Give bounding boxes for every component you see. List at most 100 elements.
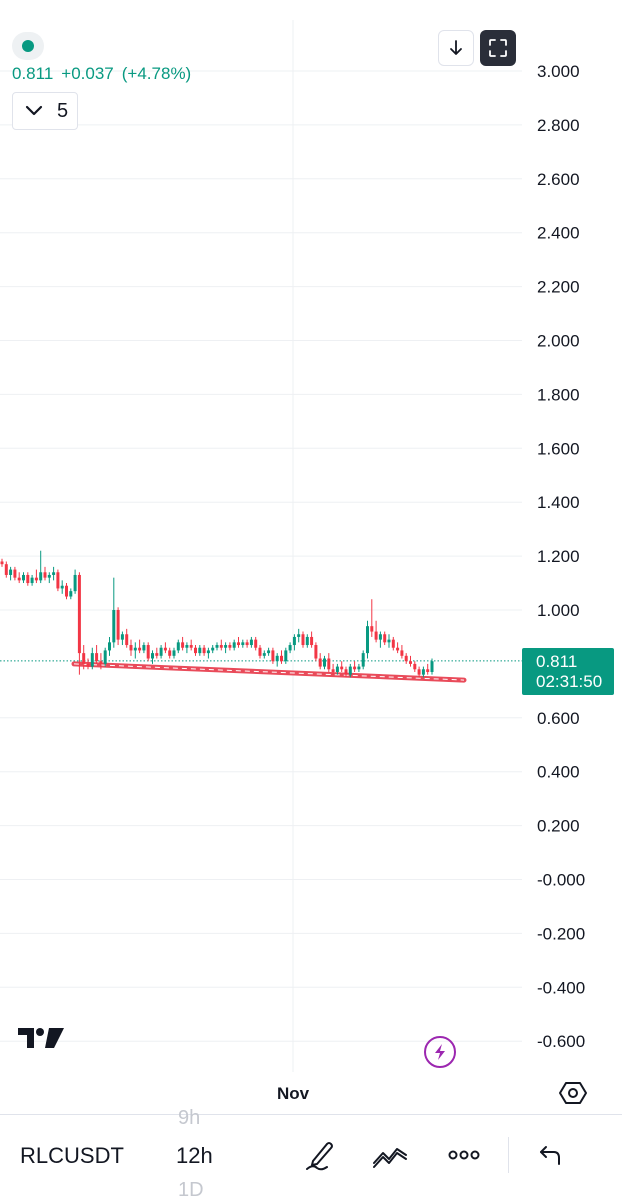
y-tick-label: 1.200 [537,547,580,566]
y-tick-label: 2.600 [537,170,580,189]
candle-body [112,610,116,643]
candle-body [297,634,301,637]
symbol-selector[interactable]: RLCUSDT [20,1143,124,1168]
candle-body [86,663,90,667]
candle-body [237,642,240,646]
timeframe-option-next[interactable]: 1D [178,1179,204,1200]
timeframe-option-prev[interactable]: 9h [178,1107,201,1129]
y-tick-label: 0.200 [537,817,580,836]
change-value: +0.037 [61,64,114,83]
candle-body [73,574,77,592]
toolbar-divider [508,1137,509,1173]
candle-body [224,645,228,648]
candle-body [0,561,4,565]
tradingview-logo[interactable] [16,1024,66,1052]
candle-body [417,669,421,675]
candle-body [421,669,425,675]
candle-body [348,666,352,675]
candle-body [120,634,124,640]
y-tick-label: -0.000 [537,871,585,890]
candle-body [172,650,176,656]
candle-body [361,653,365,667]
candle-body [409,661,412,664]
candle-body [314,645,318,659]
candle-body [370,626,374,632]
bar-countdown: 02:31:50 [536,672,603,691]
indicators-collapse-button[interactable]: 5 [12,92,78,130]
candle-body [396,647,400,651]
candle-body [26,574,30,584]
pencil-icon [306,1142,333,1171]
candle-body [163,647,167,651]
scroll-to-latest-button[interactable] [438,30,474,66]
candle-body [280,655,283,662]
settings-hexagon-icon[interactable] [558,1078,588,1108]
support-trendline[interactable] [71,661,467,683]
chevron-down-icon [25,105,43,116]
more-icon [448,1150,480,1160]
candle-body [151,653,154,659]
support-line-dash [73,663,465,681]
candle-body [138,647,142,651]
candle-body [34,577,38,581]
status-dot-icon [22,40,34,52]
candle-body [262,653,266,656]
candle-body [353,666,357,670]
candle-body [323,658,326,667]
candle-body [206,650,210,654]
indicator-count: 5 [57,99,69,122]
candle-body [176,642,180,651]
candle-body [146,645,150,659]
y-tick-label: 1.800 [537,385,580,404]
candle-body [215,645,219,648]
candle-body [267,650,271,654]
candle-body [95,653,99,662]
candle-body [90,653,94,667]
candle-body [374,631,378,640]
current-price-label: 0.811 02:31:50 [522,648,614,695]
undo-button[interactable] [530,1135,570,1175]
candle-body [30,577,34,584]
more-button[interactable] [444,1135,484,1175]
candle-body [387,639,391,643]
candle-body [52,572,56,575]
candle-body [288,645,292,651]
y-tick-label: 1.600 [537,439,580,458]
candle-body [275,655,279,662]
x-axis-label-nov: Nov [277,1084,310,1103]
drawing-tools-button[interactable] [300,1135,340,1175]
candle-body [17,577,21,581]
candle-body [129,645,133,651]
candle-body [254,639,258,648]
indicators-button[interactable] [370,1135,410,1175]
candle-body [335,666,339,672]
candle-body [327,658,331,670]
fullscreen-button[interactable] [480,30,516,66]
candle-body [331,669,335,672]
candle-body [383,634,387,643]
candle-body [181,642,185,648]
candle-body [228,645,232,648]
timeframe-selector[interactable]: 12h [176,1143,213,1168]
candle-body [249,639,253,646]
candle-body [155,653,159,656]
candlestick-series [0,550,434,678]
candle-body [43,572,47,578]
candle-body [99,661,103,664]
candle-body [60,585,64,589]
candle-body [202,647,206,654]
candle-body [185,645,189,648]
y-tick-label: 2.800 [537,116,580,135]
candle-body [159,647,163,656]
candle-body [391,639,395,648]
candle-body [39,572,43,581]
y-tick-label: 2.000 [537,332,580,351]
candle-body [69,591,73,597]
y-tick-label: 2.200 [537,278,580,297]
lightning-button[interactable] [424,1036,456,1068]
market-status-indicator[interactable] [12,32,44,60]
candle-body [168,650,172,656]
arrow-down-icon [450,40,462,55]
price-axis: 3.000 2.800 2.600 2.400 2.200 2.000 1.800 1.600… [537,62,585,1051]
